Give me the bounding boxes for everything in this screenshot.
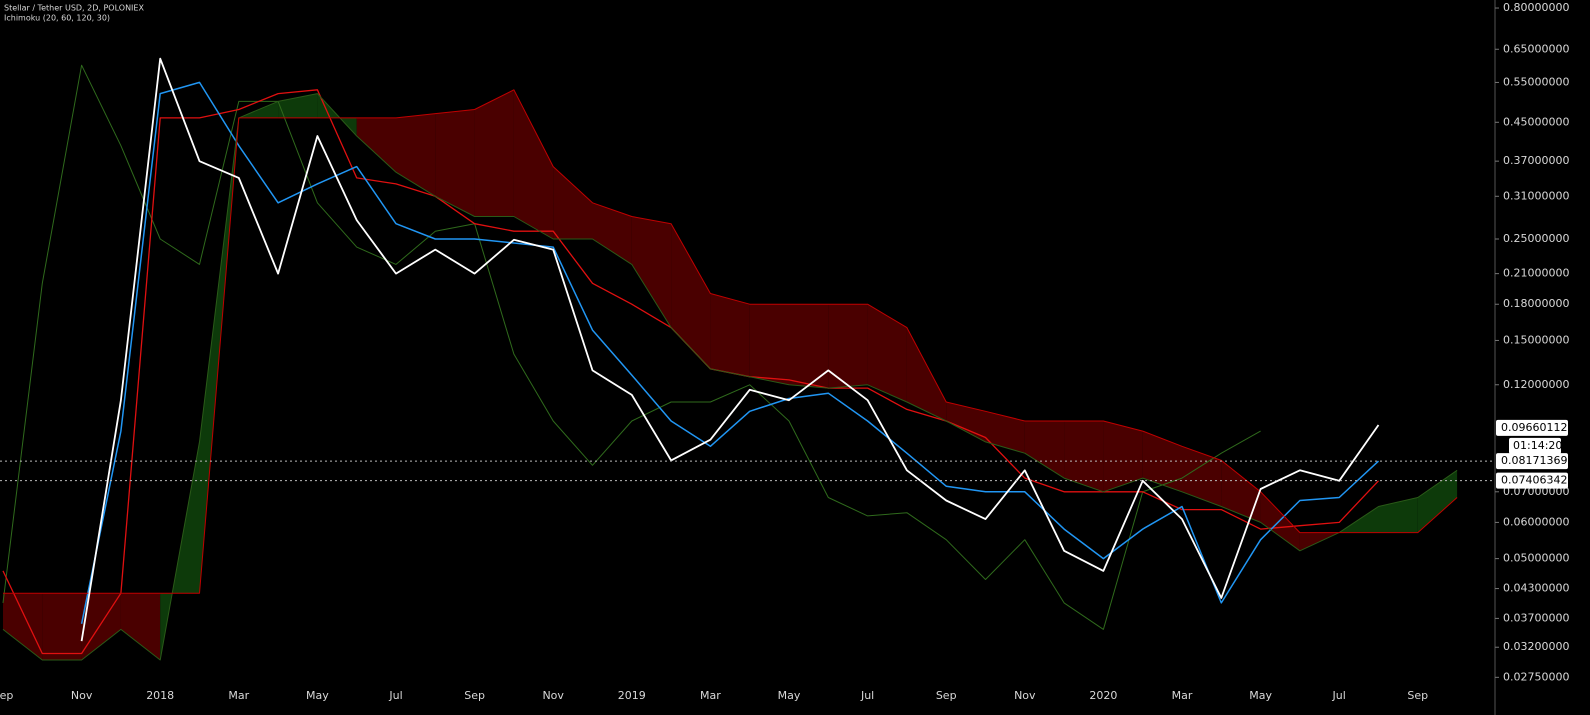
countdown-box (1509, 437, 1561, 454)
y-tick-label: 0.37000000 (1503, 154, 1569, 167)
x-tick-label: Nov (1014, 689, 1036, 702)
cloud-fill (3, 593, 43, 661)
x-tick-label: May (306, 689, 329, 702)
x-tick-label: Jul (388, 689, 402, 702)
cloud-fill (631, 216, 672, 328)
cloud-fill (1142, 431, 1182, 492)
price-label: 0.09660112 (1501, 421, 1567, 434)
cloud-fill (1260, 491, 1300, 551)
x-tick-label: Sep (0, 689, 13, 702)
cloud-fill (985, 411, 1025, 454)
series-line (2, 64, 1261, 630)
countdown: 01:14:20 (1513, 439, 1562, 452)
y-tick-label: 0.80000000 (1503, 1, 1569, 14)
cloud-fill (1417, 470, 1458, 533)
y-tick-label: 0.25000000 (1503, 232, 1569, 245)
x-tick-label: Nov (71, 689, 93, 702)
cloud-fill (789, 304, 829, 389)
cloud-fill (81, 593, 121, 661)
cloud-fill (1103, 420, 1143, 492)
series-line (80, 57, 1380, 642)
y-tick-label: 0.05000000 (1503, 552, 1569, 565)
cloud-fill (867, 304, 907, 403)
cloud-fill (120, 593, 161, 661)
y-tick-label: 0.31000000 (1503, 189, 1569, 202)
cloud-fill (396, 113, 436, 197)
x-tick-label: Mar (1172, 689, 1193, 702)
y-tick-label: 0.03700000 (1503, 611, 1569, 624)
lines-layer (2, 57, 1458, 661)
x-tick-label: Mar (700, 689, 721, 702)
cloud-fill (435, 109, 475, 217)
cloud-fill (1024, 420, 1065, 479)
cloud-fill (906, 327, 947, 421)
y-tick-label: 0.15000000 (1503, 333, 1569, 346)
x-tick-label: Nov (542, 689, 564, 702)
x-tick-label: Jul (1332, 689, 1346, 702)
series-line (3, 89, 1458, 594)
cloud-fill (1064, 420, 1104, 492)
x-tick-label: May (1249, 689, 1272, 702)
x-tick-label: 2019 (618, 689, 646, 702)
cloud-fill (1378, 497, 1418, 533)
cloud-fill (946, 402, 986, 442)
series-line (80, 81, 1380, 624)
series-line (2, 93, 1458, 661)
cloud-fill (513, 89, 554, 240)
cloud-fill (1221, 460, 1261, 523)
cloud-fill (671, 223, 711, 369)
price-label-box (1496, 453, 1568, 470)
price-label: 0.07406342 (1501, 474, 1567, 487)
price-label-box (1496, 472, 1568, 489)
cloud-fill (356, 117, 396, 173)
x-tick-label: 2020 (1089, 689, 1117, 702)
cloud-fill (592, 202, 632, 265)
cloud-fill (42, 593, 82, 661)
y-tick-label: 0.45000000 (1503, 115, 1569, 128)
y-tick-label: 0.04300000 (1503, 582, 1569, 595)
cloud-fill (828, 304, 868, 389)
y-tick-label: 0.06000000 (1503, 515, 1569, 528)
y-tick-label: 0.12000000 (1503, 378, 1569, 391)
y-tick-label: 0.21000000 (1503, 267, 1569, 280)
price-label-box (1496, 419, 1568, 436)
x-tick-label: Sep (464, 689, 485, 702)
x-tick-label: Sep (936, 689, 957, 702)
cloud-fill (710, 293, 750, 377)
x-tick-label: Mar (228, 689, 249, 702)
x-tick-label: Sep (1407, 689, 1428, 702)
x-tick-label: May (778, 689, 801, 702)
chart-subtitle: Ichimoku (20, 60, 120, 30) (4, 14, 110, 23)
cloud-fill (474, 89, 514, 217)
x-tick-label: 2018 (146, 689, 174, 702)
x-tick-label: Jul (860, 689, 874, 702)
y-tick-label: 0.18000000 (1503, 297, 1569, 310)
y-tick-label: 0.03200000 (1503, 640, 1569, 653)
cloud-fill (553, 166, 593, 240)
chart-title: Stellar / Tether USD, 2D, POLONIEX (4, 4, 144, 13)
y-tick-label: 0.55000000 (1503, 75, 1569, 88)
cloud-fill (749, 304, 789, 385)
y-tick-label: 0.65000000 (1503, 42, 1569, 55)
y-tick-label: 0.02750000 (1503, 670, 1569, 683)
price-label: 0.08171369 (1501, 454, 1567, 467)
